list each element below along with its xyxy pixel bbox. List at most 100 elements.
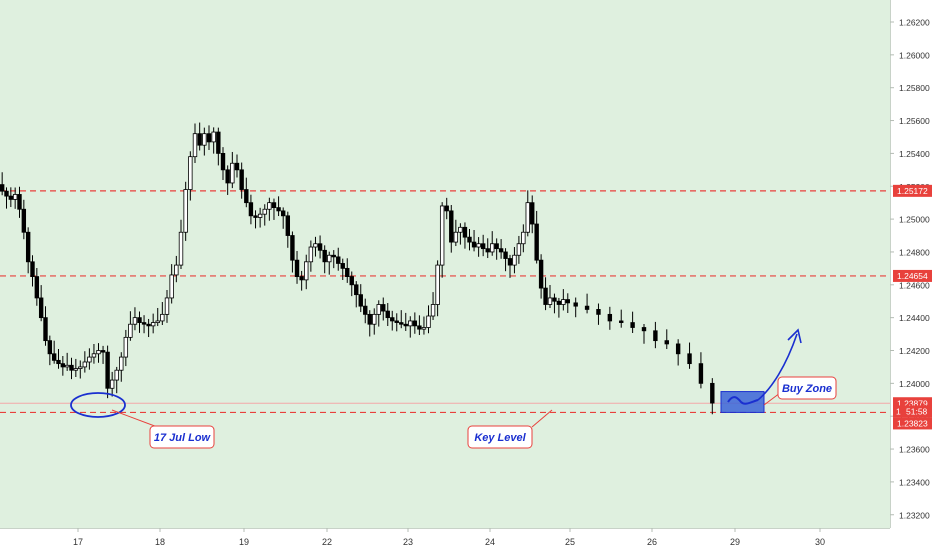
jul-low-ellipse[interactable]: [70, 392, 126, 418]
candle: [150, 313, 156, 334]
candle: [178, 219, 184, 270]
candle: [230, 151, 235, 189]
time-tick-label: 25: [565, 537, 575, 547]
candle: [244, 177, 249, 208]
buy-zone-label: Buy Zone: [782, 383, 832, 395]
key-level-callout[interactable]: Key Level: [467, 409, 553, 449]
price-badge-label: 1.23879: [897, 398, 928, 408]
candle: [285, 211, 291, 248]
candle: [376, 300, 381, 327]
candle: [584, 293, 590, 314]
time-axis[interactable]: 17 18 19 22 23 24 25 26 29 30: [73, 528, 825, 547]
candle: [308, 240, 314, 272]
candle: [73, 358, 79, 378]
candle: [43, 306, 48, 346]
candle: [476, 237, 481, 257]
candle: [160, 302, 165, 326]
time-tick-label: 22: [322, 537, 332, 547]
candle: [137, 311, 142, 333]
candle: [38, 285, 44, 322]
price-tick-label: 1.25800: [899, 83, 930, 93]
candle: [525, 190, 530, 237]
candle: [174, 255, 179, 283]
candle: [183, 181, 188, 241]
price-tick-label: 1.25600: [899, 116, 930, 126]
candle: [25, 227, 31, 274]
candle: [363, 298, 368, 324]
time-tick-label: 23: [403, 537, 413, 547]
candle: [698, 352, 704, 389]
price-tick-label: 1.24000: [899, 379, 930, 389]
candle: [349, 271, 354, 297]
candle: [503, 248, 508, 272]
candle: [96, 343, 101, 363]
candle: [358, 284, 363, 313]
price-badge: 1.23823: [893, 417, 932, 430]
plot-area[interactable]: [0, 0, 890, 528]
candle: [543, 277, 548, 311]
candle: [322, 245, 327, 274]
candle: [336, 247, 341, 271]
candle: [313, 236, 318, 257]
candle: [276, 196, 281, 217]
candle: [485, 238, 490, 259]
candle: [206, 125, 212, 150]
candle: [435, 260, 440, 317]
candle: [239, 162, 244, 199]
candle: [262, 204, 267, 226]
candle: [34, 267, 40, 306]
time-tick-label: 29: [730, 537, 740, 547]
candle: [390, 310, 395, 331]
candle: [521, 224, 526, 253]
candle: [211, 127, 216, 154]
candle: [534, 210, 539, 264]
candle: [47, 335, 53, 366]
price-tick-label: 1.26000: [899, 50, 930, 60]
jul-low-callout[interactable]: 17 Jul Low: [111, 409, 215, 449]
candle: [403, 312, 408, 331]
candle: [345, 258, 350, 283]
candle: [188, 151, 193, 201]
candle: [0, 172, 5, 196]
price-tick-label: 1.23200: [899, 510, 930, 520]
candle: [607, 306, 613, 330]
candle: [490, 231, 495, 256]
candle: [331, 250, 336, 269]
price-tick-label: 1.24200: [899, 346, 930, 356]
candle: [710, 378, 715, 415]
jul-low-label: 17 Jul Low: [154, 432, 212, 444]
candle: [421, 316, 427, 335]
candle: [267, 197, 272, 221]
price-tick-label: 1.25400: [899, 149, 930, 159]
candle: [462, 222, 468, 249]
candle: [516, 235, 522, 264]
candle: [565, 293, 570, 313]
candle: [556, 297, 562, 318]
candle: [216, 127, 221, 166]
price-tick-label: 1.25000: [899, 215, 930, 225]
candle: [119, 352, 124, 382]
price-tick-label: 1.23600: [899, 445, 930, 455]
candle: [340, 258, 345, 280]
candle: [202, 127, 207, 156]
candle: [538, 254, 544, 299]
candle: [367, 310, 372, 337]
candle: [197, 122, 202, 151]
candle: [449, 204, 454, 253]
candle: [82, 351, 88, 373]
time-tick-label: 17: [73, 537, 83, 547]
candle: [458, 223, 463, 245]
candle: [123, 329, 129, 367]
candle: [408, 316, 413, 338]
buy-zone-callout[interactable]: Buy Zone: [763, 376, 837, 406]
candle: [507, 254, 513, 278]
candle: [271, 198, 277, 220]
candle: [630, 311, 635, 334]
candle: [234, 154, 240, 178]
candle: [417, 315, 422, 336]
time-tick-label: 18: [155, 537, 165, 547]
price-tick-label: 1.24600: [899, 280, 930, 290]
candle: [467, 228, 472, 251]
